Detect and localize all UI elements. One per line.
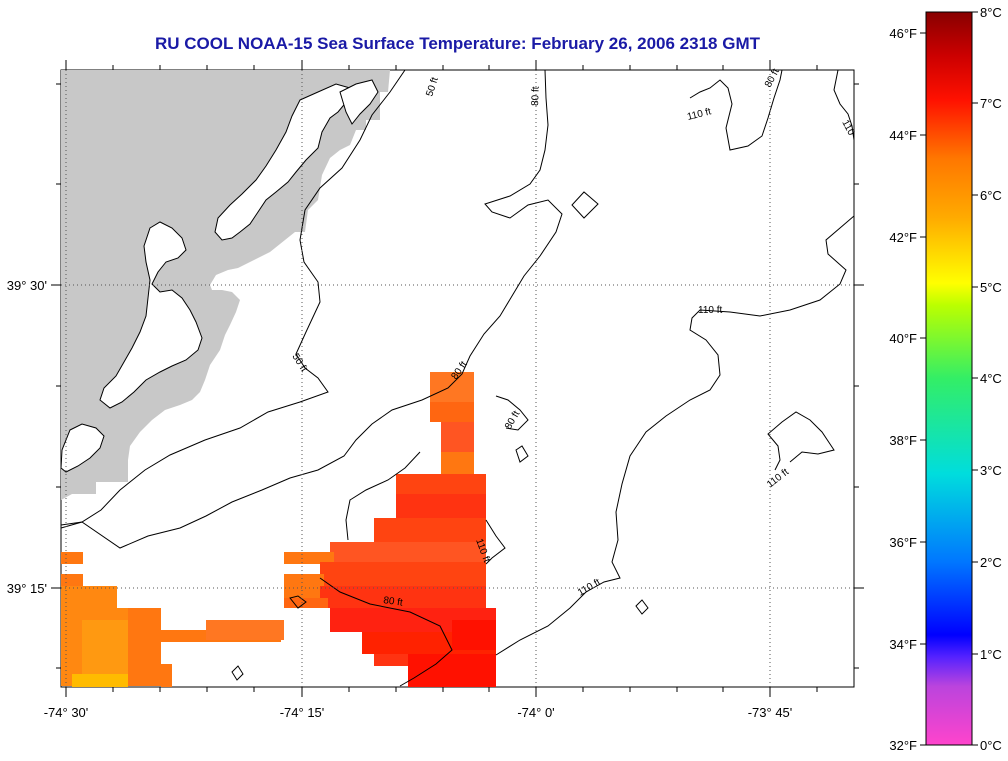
lat-label: 39° 15' [7,581,47,596]
colorbar-c-label: 6°C [980,188,1002,203]
colorbar [925,11,973,746]
lat-label: 39° 30' [7,278,47,293]
grid-lines [61,70,854,687]
land-area [61,70,390,500]
colorbar-ticks [920,11,978,746]
lon-label: -74° 0' [517,705,554,720]
lon-label: -74° 30' [44,705,89,720]
colorbar-f-label: 46°F [889,26,917,41]
colorbar-f-label: 40°F [889,331,917,346]
colorbar-f-label: 32°F [889,738,917,753]
bay-inlet [99,221,203,409]
contour-label: 80 ft [530,86,542,106]
bay-inlet [339,79,379,125]
depth-contours [61,70,854,687]
sst-data-pixels [61,372,496,687]
contour-label: 110 ft [698,305,722,316]
map-title: RU COOL NOAA-15 Sea Surface Temperature:… [155,34,760,53]
colorbar-f-label: 38°F [889,433,917,448]
bay-inlet [214,83,351,241]
colorbar-c-label: 4°C [980,371,1002,386]
lon-label: -74° 15' [280,705,325,720]
colorbar-c-label: 0°C [980,738,1002,753]
colorbar-c-label: 5°C [980,280,1002,295]
colorbar-f-label: 34°F [889,637,917,652]
colorbar-c-label: 8°C [980,5,1002,20]
colorbar-c-label: 3°C [980,463,1002,478]
colorbar-c-label: 7°C [980,96,1002,111]
colorbar-f-label: 36°F [889,535,917,550]
bay-inlet [61,423,105,473]
colorbar-c-label: 2°C [980,555,1002,570]
lon-label: -73° 45' [748,705,793,720]
colorbar-f-label: 42°F [889,230,917,245]
colorbar-f-label: 44°F [889,128,917,143]
contour-label: 80 ft [383,595,404,609]
colorbar-c-label: 1°C [980,647,1002,662]
axis-ticks [51,60,864,697]
